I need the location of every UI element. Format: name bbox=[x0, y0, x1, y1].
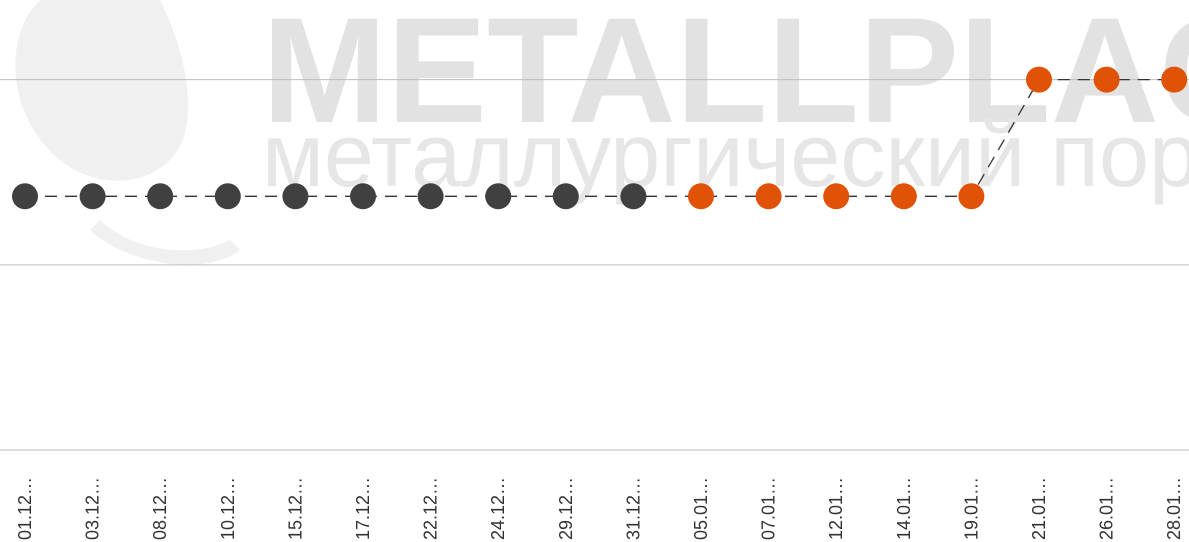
watermark-logo bbox=[15, 0, 240, 265]
x-tick-label: 10.12… bbox=[218, 477, 238, 540]
x-tick-label: 31.12… bbox=[623, 477, 643, 540]
x-tick-label: 21.01… bbox=[1029, 477, 1049, 540]
data-point bbox=[485, 183, 512, 210]
x-tick-label: 19.01… bbox=[961, 477, 981, 540]
x-tick-label: 12.01… bbox=[826, 477, 846, 540]
data-point bbox=[1093, 66, 1120, 93]
data-point bbox=[1026, 66, 1052, 93]
x-tick-label: 03.12… bbox=[83, 477, 103, 540]
data-point bbox=[147, 183, 174, 210]
x-tick-label: 05.01… bbox=[691, 477, 711, 540]
data-point bbox=[958, 183, 985, 210]
x-tick-label: 17.12… bbox=[353, 477, 373, 540]
x-tick-label: 28.01… bbox=[1164, 477, 1184, 540]
x-tick-label: 29.12… bbox=[556, 477, 576, 540]
data-point bbox=[417, 183, 444, 210]
data-point bbox=[12, 183, 38, 210]
x-tick-label: 01.12… bbox=[15, 477, 35, 540]
x-tick-label: 07.01… bbox=[759, 477, 779, 540]
data-point bbox=[552, 183, 579, 210]
data-point bbox=[79, 183, 106, 210]
x-tick-label: 24.12… bbox=[488, 477, 508, 540]
data-point bbox=[890, 183, 917, 210]
x-tick-label: 22.12… bbox=[421, 477, 441, 540]
data-point bbox=[214, 183, 241, 210]
watermark-subtitle: металлургический портал bbox=[262, 106, 1189, 206]
data-point bbox=[688, 183, 714, 210]
x-tick-label: 08.12… bbox=[150, 477, 170, 540]
data-point bbox=[350, 183, 376, 210]
data-point bbox=[620, 183, 647, 210]
x-tick-label: 14.01… bbox=[894, 477, 914, 540]
data-point bbox=[282, 183, 309, 210]
data-point bbox=[1161, 66, 1188, 93]
data-point bbox=[823, 183, 850, 210]
x-tick-label: 15.12… bbox=[285, 477, 305, 540]
data-point bbox=[755, 183, 782, 210]
x-tick-label: 26.01… bbox=[1097, 477, 1117, 540]
